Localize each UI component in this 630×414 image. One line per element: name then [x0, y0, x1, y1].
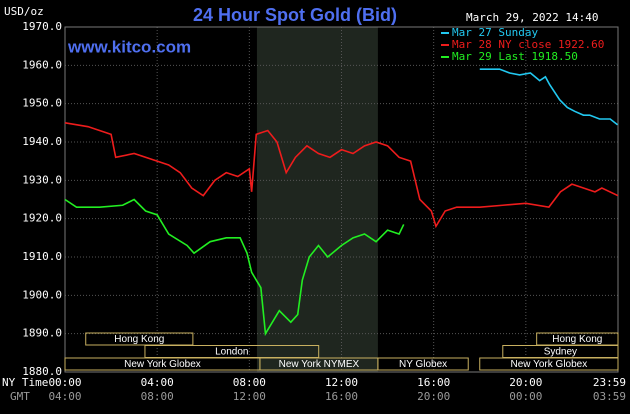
y-axis-label: USD/oz [4, 5, 44, 18]
price-line [479, 68, 619, 126]
x2-tick-label: 20:00 [417, 390, 450, 403]
x-tick-label: 04:00 [141, 376, 174, 389]
y-tick-label: 1890.0 [22, 327, 62, 340]
session-label: Hong Kong [552, 334, 602, 345]
x2-tick-label: 00:00 [509, 390, 542, 403]
y-tick-label: 1960.0 [22, 58, 62, 71]
timestamp: March 29, 2022 14:40 [466, 11, 598, 24]
x2-tick-label: 12:00 [233, 390, 266, 403]
x2-tick-label: 08:00 [141, 390, 174, 403]
session-label: London [215, 347, 248, 358]
legend-entry: Mar 28 NY close 1922.60 [452, 38, 604, 51]
x-tick-label: 12:00 [325, 376, 358, 389]
site-url: www.kitco.com [67, 37, 191, 56]
shaded-range [256, 27, 378, 372]
session-label: NY Globex [399, 359, 447, 370]
session-label: New York Globex [511, 359, 588, 370]
y-tick-label: 1920.0 [22, 212, 62, 225]
session-label: New York Globex [124, 359, 201, 370]
y-tick-label: 1970.0 [22, 20, 62, 33]
x-tick-label: 16:00 [417, 376, 450, 389]
y-tick-label: 1900.0 [22, 288, 62, 301]
x2-tick-label: 04:00 [48, 390, 81, 403]
x-tick-label: 08:00 [233, 376, 266, 389]
session-box [377, 357, 469, 371]
x2-tick-label: 16:00 [325, 390, 358, 403]
session-label: Sydney [544, 347, 577, 358]
session-label: Hong Kong [114, 334, 164, 345]
legend-entry: Mar 27 Sunday [452, 26, 538, 39]
y-tick-label: 1940.0 [22, 135, 62, 148]
session-label: New York NYMEX [279, 359, 360, 370]
x-tick-label: 23:59 [593, 376, 626, 389]
y-tick-label: 1910.0 [22, 250, 62, 263]
chart-title: 24 Hour Spot Gold (Bid) [193, 5, 397, 25]
x2-tick-label: 03:59 [593, 390, 626, 403]
x-tick-label: 20:00 [509, 376, 542, 389]
y-tick-label: 1930.0 [22, 173, 62, 186]
x-tick-label: 00:00 [48, 376, 81, 389]
price-line [64, 198, 405, 337]
session-box [479, 357, 619, 371]
legend-entry: Mar 29 Last 1918.50 [452, 50, 578, 63]
session-box [85, 332, 194, 346]
x2-axis-label: GMT [10, 390, 30, 403]
y-tick-label: 1880.0 [22, 365, 62, 378]
x-axis-label: NY Time [2, 376, 48, 389]
price-line [64, 122, 619, 229]
y-tick-label: 1950.0 [22, 97, 62, 110]
